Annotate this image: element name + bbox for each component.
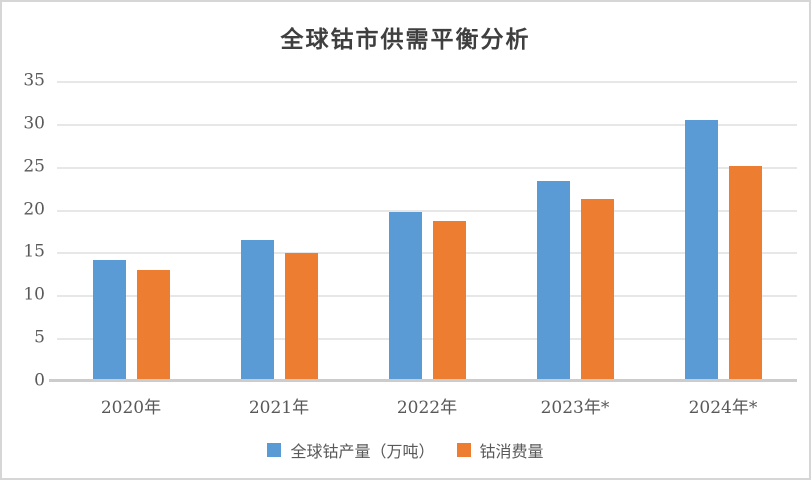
y-tick-label-0: 0: [34, 370, 45, 391]
bar-钴消费量-2020年: [136, 269, 170, 381]
bar-钴消费量-2021年: [284, 253, 318, 381]
y-tick-label-25: 25: [23, 156, 45, 177]
bar-group-2024年*: [684, 81, 762, 381]
gridline-y-30: [57, 123, 797, 126]
bar-series-layer: [57, 81, 797, 381]
x-axis-label-2022年: 2022年: [396, 398, 458, 418]
legend-label: 全球钴产量（万吨）: [290, 442, 435, 461]
x-axis-category-labels: 2020年 2021年 2022年 2023年* 2024年*: [57, 393, 797, 418]
x-axis-label-2024年*: 2024年*: [688, 398, 758, 418]
y-tick-label-5: 5: [34, 327, 45, 348]
legend: 全球钴产量（万吨） 钴消费量: [2, 438, 809, 462]
y-tick-label-10: 10: [23, 284, 45, 305]
legend-item-全球钴产量（万吨）: 全球钴产量（万吨）: [267, 438, 435, 462]
legend-item-钴消费量: 钴消费量: [456, 438, 544, 462]
x-axis-label-2020年: 2020年: [100, 398, 162, 418]
bar-钴消费量-2024年*: [728, 165, 762, 381]
bar-全球钴产量（万吨）-2023年*: [536, 181, 570, 381]
legend-swatch-icon: [267, 443, 282, 457]
x-axis-label-2023年*: 2023年*: [540, 398, 610, 418]
bar-全球钴产量（万吨）-2021年: [240, 239, 274, 381]
legend-swatch-icon: [456, 443, 471, 457]
bar-group-2020年: [92, 81, 170, 381]
plot-area: 0 5 10 15 20 25 30 35: [23, 71, 797, 391]
legend-label: 钴消费量: [479, 442, 544, 461]
gridline-y-10: [57, 295, 797, 298]
x-axis-line: [49, 379, 797, 382]
bar-全球钴产量（万吨）-2024年*: [684, 120, 718, 381]
gridline-y-20: [57, 209, 797, 212]
y-tick-label-15: 15: [23, 242, 45, 263]
y-tick-label-30: 30: [23, 113, 45, 134]
bar-全球钴产量（万吨）-2020年: [92, 260, 126, 381]
y-tick-label-35: 35: [23, 70, 45, 91]
bar-group-2022年: [388, 81, 466, 381]
bar-group-2021年: [240, 81, 318, 381]
gridline-y-5: [57, 338, 797, 341]
bar-group-2023年*: [536, 81, 614, 381]
bar-钴消费量-2023年*: [580, 199, 614, 381]
bar-钴消费量-2022年: [432, 220, 466, 381]
gridline-y-35: [57, 81, 797, 83]
bar-全球钴产量（万吨）-2022年: [388, 212, 422, 381]
gridline-y-25: [57, 166, 797, 169]
chart-title: 全球钴市供需平衡分析: [280, 26, 531, 53]
gridline-y-15: [57, 252, 797, 255]
x-axis-label-2021年: 2021年: [248, 398, 310, 418]
y-tick-label-20: 20: [23, 199, 45, 220]
